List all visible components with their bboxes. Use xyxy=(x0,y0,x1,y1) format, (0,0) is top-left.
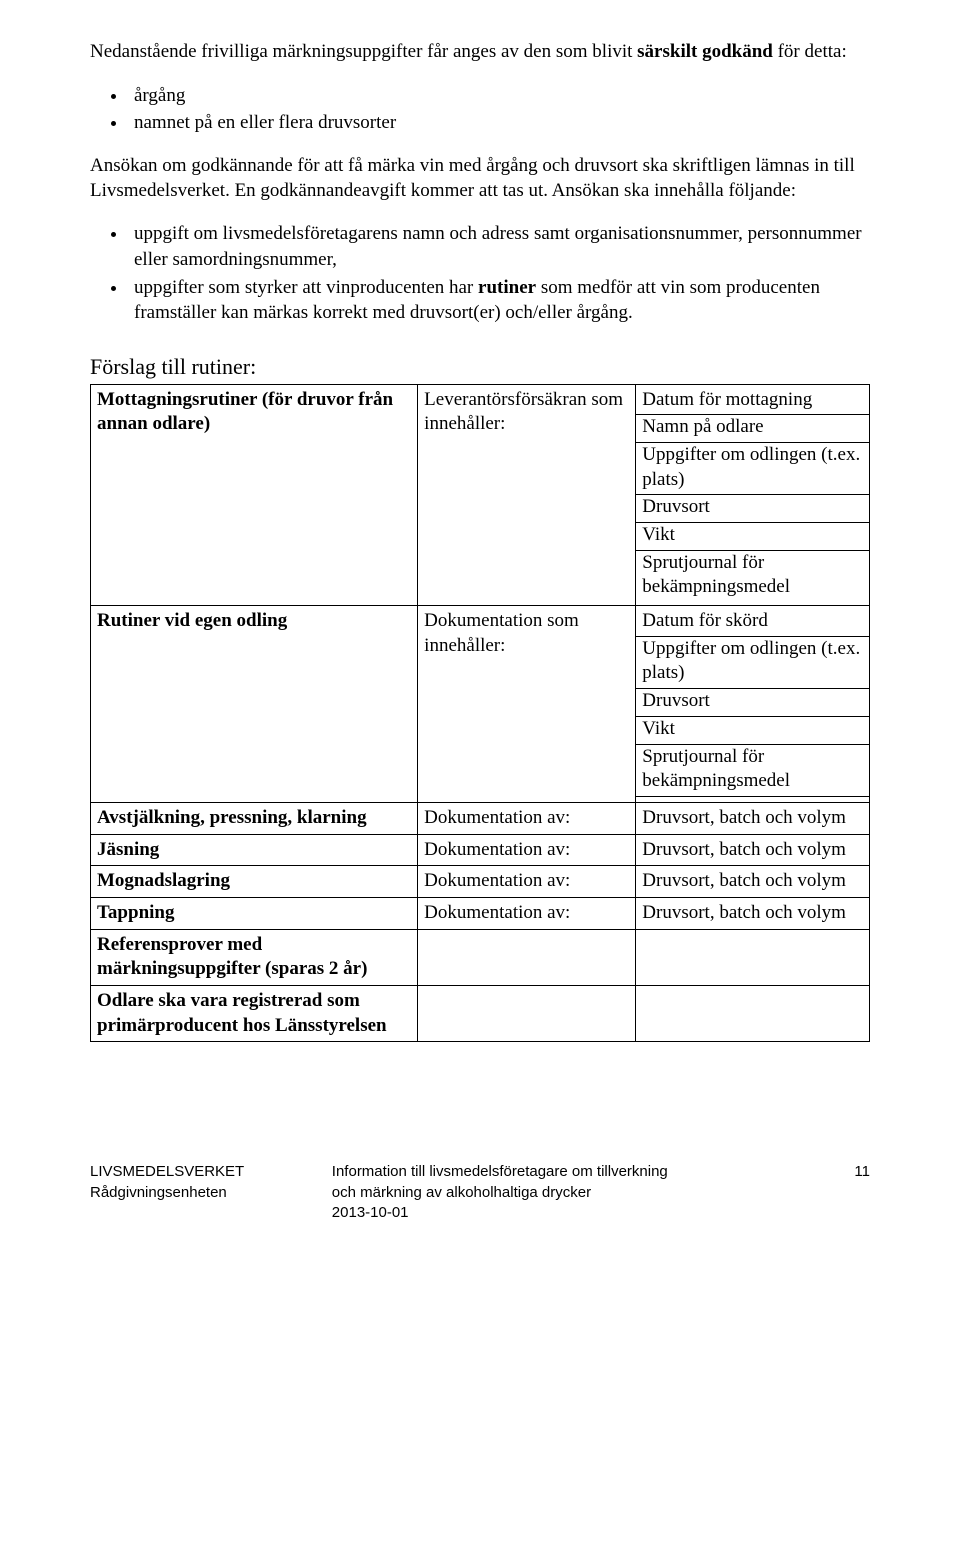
list-item: årgång xyxy=(128,83,870,109)
table-row: Mognadslagring Dokumentation av: Druvsor… xyxy=(91,866,870,898)
table-cell: Leverantörsförsäkran som innehåller: xyxy=(418,384,636,606)
table-cell: Rutiner vid egen odling xyxy=(91,606,418,803)
table-cell: Druvsort, batch och volym xyxy=(636,866,870,898)
table-cell: Dokumentation av: xyxy=(418,897,636,929)
table-subcell: Datum för skörd xyxy=(636,609,869,637)
footer-center: Information till livsmedelsföretagare om… xyxy=(332,1162,784,1223)
table-subcell: Vikt xyxy=(636,523,869,551)
table-subcell: Uppgifter om odlingen (t.ex. plats) xyxy=(636,443,869,495)
table-row: Odlare ska vara registrerad som primärpr… xyxy=(91,986,870,1042)
table-cell: Jäsning xyxy=(91,834,418,866)
intro-text-bold: särskilt godkänd xyxy=(637,41,773,62)
table-cell: Druvsort, batch och volym xyxy=(636,802,870,834)
table-cell: Dokumentation som innehåller: xyxy=(418,606,636,803)
footer-org: LIVSMEDELSVERKET xyxy=(90,1162,308,1182)
table-subcell: Namn på odlare xyxy=(636,415,869,443)
table-cell: Avstjälkning, pressning, klarning xyxy=(91,802,418,834)
footer-title-line2: och märkning av alkoholhaltiga drycker xyxy=(332,1183,784,1203)
table-subcell xyxy=(636,797,869,799)
document-page: Nedanstående frivilliga märkningsuppgift… xyxy=(0,0,960,1263)
table-row: Avstjälkning, pressning, klarning Dokume… xyxy=(91,802,870,834)
bullet-text-bold: rutiner xyxy=(478,277,536,298)
table-subcell: Uppgifter om odlingen (t.ex. plats) xyxy=(636,637,869,689)
list-item: uppgift om livsmedelsföretagarens namn o… xyxy=(128,221,870,272)
table-cell: Druvsort, batch och volym xyxy=(636,897,870,929)
table-row: Rutiner vid egen odling Dokumentation so… xyxy=(91,606,870,803)
table-row: Jäsning Dokumentation av: Druvsort, batc… xyxy=(91,834,870,866)
table-cell: Datum för mottagning Namn på odlare Uppg… xyxy=(636,384,870,606)
application-bullet-list: uppgift om livsmedelsföretagarens namn o… xyxy=(90,221,870,326)
table-cell: Referensprover med märkningsuppgifter (s… xyxy=(91,929,418,985)
application-paragraph: Ansökan om godkännande för att få märka … xyxy=(90,154,870,203)
table-cell: Mottagningsrutiner (för druvor från anna… xyxy=(91,384,418,606)
table-cell xyxy=(636,929,870,985)
table-cell xyxy=(418,986,636,1042)
intro-text-post: för detta: xyxy=(773,41,847,62)
table-subcell: Datum för mottagning xyxy=(636,388,869,416)
list-item: namnet på en eller flera druvsorter xyxy=(128,110,870,136)
table-row: Referensprover med märkningsuppgifter (s… xyxy=(91,929,870,985)
table-cell: Dokumentation av: xyxy=(418,834,636,866)
intro-bullet-list: årgång namnet på en eller flera druvsort… xyxy=(90,83,870,136)
table-cell: Odlare ska vara registrerad som primärpr… xyxy=(91,986,418,1042)
table-row: Mottagningsrutiner (för druvor från anna… xyxy=(91,384,870,606)
bullet-text-pre: uppgifter som styrker att vinproducenten… xyxy=(134,277,478,298)
intro-paragraph: Nedanstående frivilliga märkningsuppgift… xyxy=(90,40,870,65)
footer-left: LIVSMEDELSVERKET Rådgivningsenheten xyxy=(90,1162,308,1223)
table-cell: Dokumentation av: xyxy=(418,866,636,898)
footer-title-line1: Information till livsmedelsföretagare om… xyxy=(332,1162,784,1182)
table-cell: Dokumentation av: xyxy=(418,802,636,834)
table-subcell: Druvsort xyxy=(636,689,869,717)
footer-unit: Rådgivningsenheten xyxy=(90,1183,308,1203)
table-cell: Mognadslagring xyxy=(91,866,418,898)
table-cell: Tappning xyxy=(91,897,418,929)
footer-page-number: 11 xyxy=(808,1162,870,1223)
table-subcell: Sprutjournal för bekämpningsmedel xyxy=(636,745,869,797)
page-footer: LIVSMEDELSVERKET Rådgivningsenheten Info… xyxy=(90,1162,870,1223)
table-cell: Datum för skörd Uppgifter om odlingen (t… xyxy=(636,606,870,803)
routines-table: Mottagningsrutiner (för druvor från anna… xyxy=(90,384,870,1043)
table-row: Tappning Dokumentation av: Druvsort, bat… xyxy=(91,897,870,929)
table-cell xyxy=(636,986,870,1042)
table-cell: Druvsort, batch och volym xyxy=(636,834,870,866)
table-heading: Förslag till rutiner: xyxy=(90,352,870,382)
intro-text-pre: Nedanstående frivilliga märkningsuppgift… xyxy=(90,41,637,62)
table-cell xyxy=(418,929,636,985)
footer-date: 2013-10-01 xyxy=(332,1203,784,1223)
table-subcell: Vikt xyxy=(636,717,869,745)
list-item: uppgifter som styrker att vinproducenten… xyxy=(128,275,870,326)
table-subcell: Sprutjournal för bekämpningsmedel xyxy=(636,551,869,602)
table-subcell: Druvsort xyxy=(636,495,869,523)
